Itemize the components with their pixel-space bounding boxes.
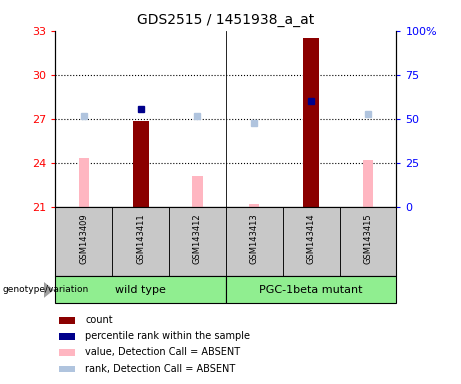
Bar — [78, 158, 89, 207]
Text: GSM143413: GSM143413 — [250, 213, 259, 264]
Text: GSM143411: GSM143411 — [136, 213, 145, 264]
Bar — [59, 317, 75, 324]
Text: GSM143414: GSM143414 — [307, 213, 316, 264]
Bar — [303, 38, 319, 207]
Bar — [59, 333, 75, 340]
Bar — [226, 207, 283, 276]
Text: genotype/variation: genotype/variation — [2, 285, 89, 295]
Text: count: count — [85, 315, 112, 325]
Text: GSM143409: GSM143409 — [79, 213, 88, 264]
Text: percentile rank within the sample: percentile rank within the sample — [85, 331, 250, 341]
Bar — [169, 207, 226, 276]
Title: GDS2515 / 1451938_a_at: GDS2515 / 1451938_a_at — [137, 13, 314, 27]
Bar — [226, 276, 396, 303]
Polygon shape — [44, 282, 54, 298]
Bar — [112, 207, 169, 276]
Bar — [249, 204, 260, 207]
Bar — [59, 349, 75, 356]
Bar — [133, 121, 148, 207]
Text: PGC-1beta mutant: PGC-1beta mutant — [260, 285, 363, 295]
Text: GSM143412: GSM143412 — [193, 213, 202, 264]
Text: wild type: wild type — [115, 285, 166, 295]
Bar — [340, 207, 396, 276]
Bar — [363, 160, 373, 207]
Bar — [55, 276, 226, 303]
Text: value, Detection Call = ABSENT: value, Detection Call = ABSENT — [85, 348, 240, 358]
Bar — [55, 207, 112, 276]
Bar — [59, 366, 75, 372]
Bar — [192, 176, 203, 207]
Text: GSM143415: GSM143415 — [364, 213, 372, 264]
Bar — [283, 207, 340, 276]
Text: rank, Detection Call = ABSENT: rank, Detection Call = ABSENT — [85, 364, 235, 374]
